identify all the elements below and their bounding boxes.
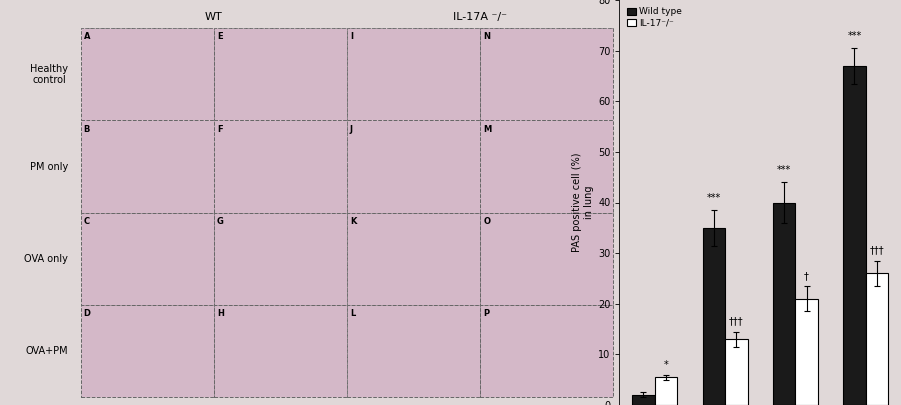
Text: O: O [483,217,490,226]
Text: N: N [483,32,490,41]
Bar [80,305,214,397]
Bar [655,377,678,405]
Bar [796,299,818,405]
Bar [480,121,614,213]
Bar [633,395,655,405]
Text: E: E [217,32,223,41]
Text: G: G [217,217,223,226]
Legend: Wild type, IL-17⁻/⁻: Wild type, IL-17⁻/⁻ [624,4,685,31]
Bar [843,66,866,405]
Bar [347,28,480,121]
Bar [347,305,480,397]
Y-axis label: PAS positive cell (%)
in lung: PAS positive cell (%) in lung [572,153,594,252]
Text: Q: Q [623,143,633,156]
Text: Healthy
control: Healthy control [30,64,68,85]
Text: IL-17A ⁻/⁻: IL-17A ⁻/⁻ [453,12,507,22]
Bar [80,28,214,121]
Bar [214,213,347,305]
Text: †: † [805,271,809,281]
Text: WT: WT [205,12,223,22]
Text: J: J [350,125,353,134]
Text: B: B [84,125,90,134]
Bar [347,121,480,213]
Text: M: M [483,125,491,134]
Text: ***: *** [847,30,861,40]
Bar [773,202,796,405]
Text: ***: *** [777,165,791,175]
Bar [703,228,725,405]
Text: K: K [350,217,357,226]
Text: *: * [664,360,669,369]
Text: ***: *** [706,192,721,202]
Bar [480,305,614,397]
Text: †††: ††† [869,246,884,256]
Bar [80,213,214,305]
Text: A: A [84,32,90,41]
Bar [214,28,347,121]
Text: PM only: PM only [30,162,68,172]
Bar [214,121,347,213]
Bar [866,273,888,405]
Bar [725,339,748,405]
Bar [347,213,480,305]
Text: L: L [350,309,355,318]
Text: F: F [217,125,223,134]
Bar [480,28,614,121]
Bar [80,121,214,213]
Text: OVA+PM: OVA+PM [25,346,68,356]
Bar [480,213,614,305]
Text: H: H [217,309,223,318]
Bar [214,305,347,397]
Text: P: P [483,309,489,318]
Text: C: C [84,217,90,226]
Text: I: I [350,32,353,41]
Text: D: D [84,309,91,318]
Text: †††: ††† [729,317,743,326]
Text: OVA only: OVA only [24,254,68,264]
